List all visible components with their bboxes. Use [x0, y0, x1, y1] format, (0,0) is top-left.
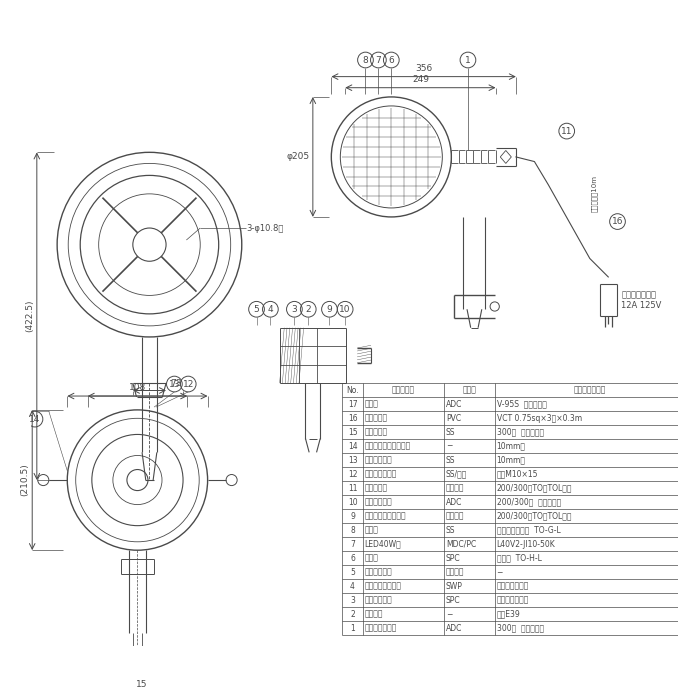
Text: 249: 249 — [412, 75, 429, 84]
Text: ボッキンプラグ
12A 125V: ボッキンプラグ 12A 125V — [621, 290, 661, 309]
Text: 10: 10 — [340, 304, 351, 314]
Text: 6: 6 — [350, 554, 355, 563]
Text: 2: 2 — [350, 610, 355, 619]
Text: ADC: ADC — [446, 400, 462, 409]
Text: シリコン: シリコン — [446, 484, 464, 493]
Text: VCT 0.75sq×3芯×0.3m: VCT 0.75sq×3芯×0.3m — [496, 414, 582, 423]
Text: 108: 108 — [129, 384, 146, 392]
Text: 4: 4 — [267, 304, 273, 314]
Text: 口金E39: 口金E39 — [496, 610, 520, 619]
Text: ブッシング: ブッシング — [365, 484, 388, 493]
Text: 300型  グレー塗装: 300型 グレー塗装 — [496, 428, 544, 437]
Text: 平ワッシャー: 平ワッシャー — [365, 456, 392, 465]
Text: PVC: PVC — [446, 414, 461, 423]
Text: −: − — [446, 442, 452, 451]
Text: −: − — [496, 568, 503, 577]
Text: 14: 14 — [348, 442, 358, 451]
Text: 3: 3 — [350, 596, 355, 605]
Text: ADC: ADC — [446, 498, 462, 507]
Text: 300型  グレー塗装: 300型 グレー塗装 — [496, 624, 544, 633]
Text: 200/300型TO、TOL共通: 200/300型TO、TOL共通 — [496, 512, 572, 521]
Text: 12: 12 — [183, 379, 194, 389]
Text: 15: 15 — [348, 428, 358, 437]
Text: SS: SS — [446, 456, 455, 465]
Text: 16: 16 — [348, 414, 358, 423]
Text: (422.5): (422.5) — [25, 300, 34, 332]
Text: 10mm用: 10mm用 — [496, 456, 526, 465]
Text: L40V2-JI10-50K: L40V2-JI10-50K — [496, 540, 555, 549]
Text: 合成ゴム: 合成ゴム — [446, 512, 464, 521]
Text: SPC: SPC — [446, 596, 461, 605]
Text: ADC: ADC — [446, 624, 462, 633]
Text: 3-φ10.8穴: 3-φ10.8穴 — [246, 223, 284, 232]
Text: 10mm用: 10mm用 — [496, 442, 526, 451]
Text: 13: 13 — [169, 379, 180, 389]
Text: 3: 3 — [291, 304, 298, 314]
Text: ノブM10×15: ノブM10×15 — [496, 470, 538, 479]
Text: 200/300型  グレー塗装: 200/300型 グレー塗装 — [496, 498, 561, 507]
Text: 電源コード: 電源コード — [365, 414, 388, 423]
Text: 16: 16 — [612, 217, 623, 226]
Text: 6: 6 — [389, 55, 394, 64]
Text: 防水パッキン: 防水パッキン — [365, 568, 392, 577]
Text: 三価クロメート: 三価クロメート — [496, 582, 529, 591]
Text: 5: 5 — [253, 304, 260, 314]
Text: 角度調節ツマミ: 角度調節ツマミ — [365, 470, 397, 479]
Text: 7: 7 — [350, 540, 355, 549]
Text: フード: フード — [365, 554, 379, 563]
Text: 備　　　　　考: 備 考 — [573, 386, 606, 395]
Text: 11: 11 — [561, 127, 573, 136]
Text: −: − — [446, 610, 452, 619]
Text: シリコン: シリコン — [446, 568, 464, 577]
Text: 17: 17 — [348, 400, 358, 409]
Text: LED40W球: LED40W球 — [365, 540, 401, 549]
Text: 8: 8 — [350, 526, 355, 535]
Text: 白塗装  TO-H-L: 白塗装 TO-H-L — [496, 554, 541, 563]
Text: No.: No. — [346, 386, 359, 395]
Text: MDC/PC: MDC/PC — [446, 540, 476, 549]
Text: 9: 9 — [327, 304, 332, 314]
Text: 11: 11 — [348, 484, 357, 493]
Text: SS: SS — [446, 428, 455, 437]
Text: 13: 13 — [348, 456, 358, 465]
Text: バイス: バイス — [365, 400, 379, 409]
Text: 1: 1 — [465, 55, 471, 64]
Text: 材　質: 材 質 — [463, 386, 476, 395]
Text: φ205: φ205 — [287, 153, 310, 162]
Text: 12: 12 — [348, 470, 357, 479]
Text: ランプホルダー: ランプホルダー — [365, 624, 397, 633]
Text: 200/300型TO、TOL共通: 200/300型TO、TOL共通 — [496, 484, 572, 493]
Text: ソケット: ソケット — [365, 610, 383, 619]
Text: 電源コード10m: 電源コード10m — [591, 176, 598, 212]
Text: 三価クロメート: 三価クロメート — [496, 596, 529, 605]
Text: 8: 8 — [363, 55, 368, 64]
Text: 73: 73 — [170, 379, 181, 388]
Text: SS: SS — [446, 526, 455, 535]
Text: 10: 10 — [348, 498, 358, 507]
Text: ソケット押えバネ: ソケット押えバネ — [365, 582, 402, 591]
Text: 7: 7 — [375, 55, 382, 64]
Text: 線止めゴムパッキン: 線止めゴムパッキン — [365, 512, 406, 521]
Text: 線止めナット: 線止めナット — [365, 498, 392, 507]
Text: 三価クロメート  TO-G-L: 三価クロメート TO-G-L — [496, 526, 560, 535]
Text: スプリングワッシャー: スプリングワッシャー — [365, 442, 411, 451]
Text: 1: 1 — [350, 624, 355, 633]
Text: 部　品　名: 部 品 名 — [392, 386, 415, 395]
Text: 本体取付枚: 本体取付枚 — [365, 428, 388, 437]
Text: SPC: SPC — [446, 554, 461, 563]
Text: アースリング: アースリング — [365, 596, 392, 605]
Text: 15: 15 — [136, 680, 148, 689]
Text: SWP: SWP — [446, 582, 463, 591]
Text: 4: 4 — [350, 582, 355, 591]
Text: 14: 14 — [29, 414, 41, 424]
Text: 5: 5 — [350, 568, 355, 577]
Text: V-95S  グレー塗装: V-95S グレー塗装 — [496, 400, 547, 409]
Text: 356: 356 — [415, 64, 433, 73]
Text: 9: 9 — [350, 512, 355, 521]
Text: SS/樹脂: SS/樹脂 — [446, 470, 467, 479]
Text: 2: 2 — [305, 304, 311, 314]
Text: (210.5): (210.5) — [20, 463, 29, 496]
Text: ガード: ガード — [365, 526, 379, 535]
